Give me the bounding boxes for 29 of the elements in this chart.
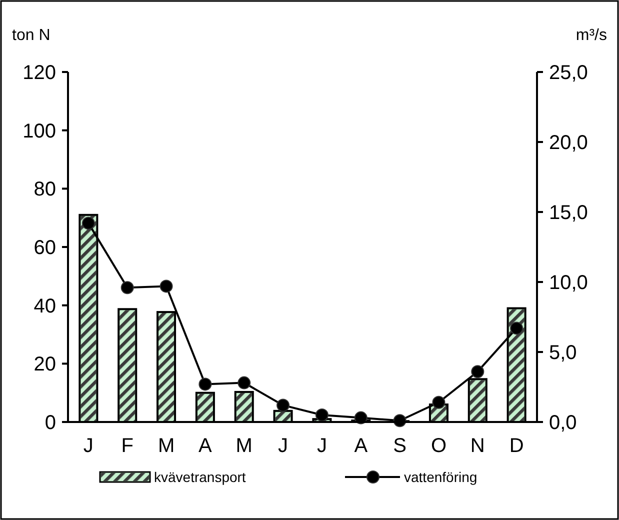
- x-tick-label: J: [278, 435, 288, 457]
- y-tick-label: 80: [34, 178, 56, 201]
- y2-axis-title: m³/s: [576, 27, 607, 44]
- y2-tick-label: 20,0: [549, 132, 588, 154]
- y-tick-label: 0: [44, 412, 56, 434]
- y-axis-title: ton N: [12, 27, 50, 44]
- x-tick-label: M: [158, 435, 175, 457]
- x-tick-label: F: [121, 435, 134, 457]
- y-tick-label: 120: [22, 62, 56, 84]
- y2-tick-label: 15,0: [549, 202, 588, 224]
- x-tick-label: D: [509, 435, 524, 457]
- x-tick-label: J: [316, 435, 327, 457]
- x-tick-label: M: [236, 435, 252, 457]
- y2-tick-label: 0,0: [549, 412, 577, 434]
- x-tick-label: A: [198, 435, 213, 457]
- y-tick-label: 60: [34, 237, 56, 259]
- y-tick-label: 40: [34, 295, 56, 318]
- y-tick-label: 20: [34, 354, 56, 376]
- x-tick-label: J: [83, 435, 94, 457]
- x-tick-label: N: [470, 435, 485, 457]
- y-tick-label: 100: [22, 120, 56, 142]
- legend-label: vattenföring: [404, 468, 478, 485]
- y2-tick-label: 25,0: [549, 62, 588, 84]
- y2-tick-label: 5,0: [549, 342, 577, 364]
- legend-label: kvävetransport: [154, 468, 246, 485]
- y2-tick-label: 10,0: [549, 272, 588, 294]
- x-tick-label: A: [354, 435, 368, 457]
- x-tick-label: O: [430, 435, 447, 457]
- x-tick-label: S: [393, 435, 406, 457]
